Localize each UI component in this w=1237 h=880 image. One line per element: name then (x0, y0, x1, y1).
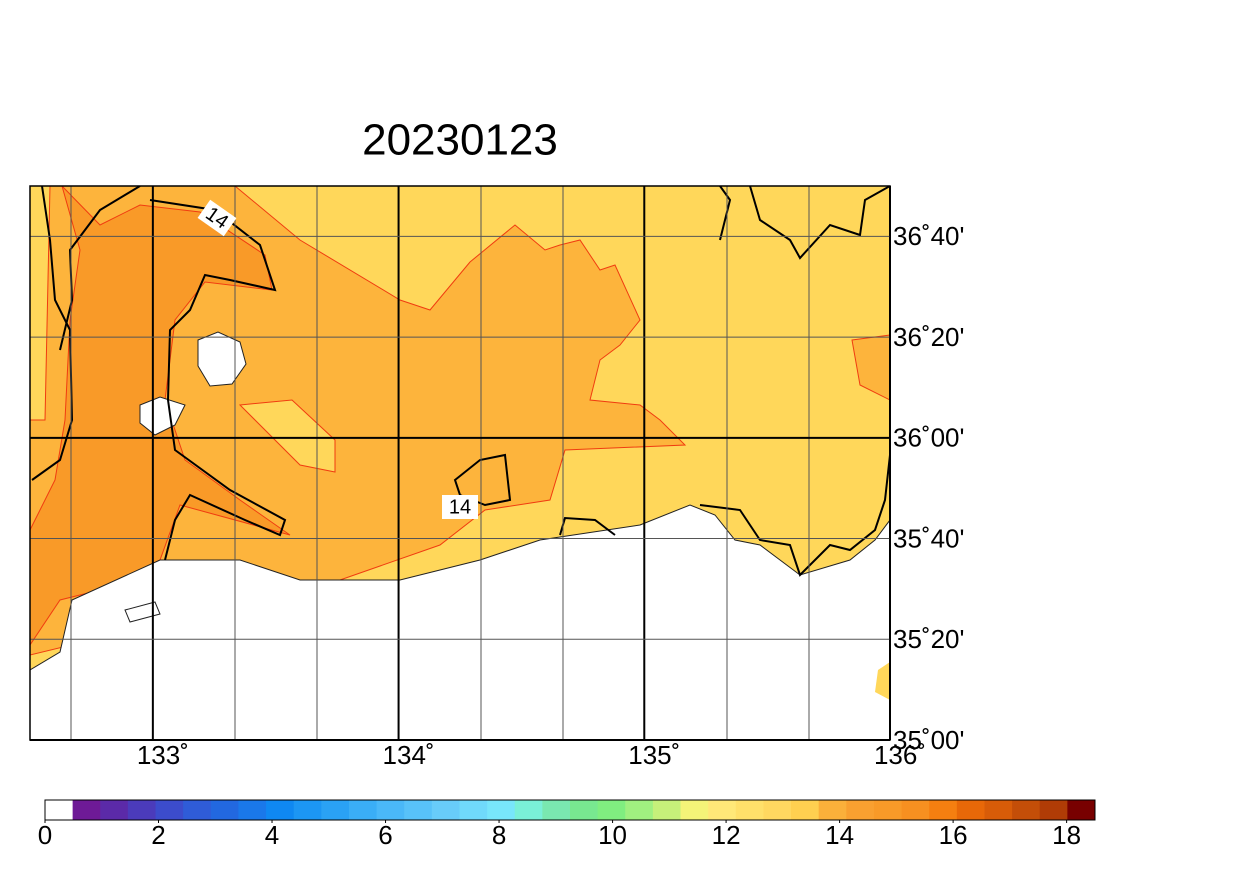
colorbar-tick-label: 0 (38, 820, 52, 850)
colorbar-tick-label: 16 (939, 820, 968, 850)
graticule (30, 186, 891, 741)
colorbar-swatch (625, 800, 654, 820)
colorbar-swatch (487, 800, 516, 820)
colorbar-swatch (956, 800, 985, 820)
lat-tick-label: 35˚40' (893, 523, 964, 553)
label-bg (197, 199, 237, 237)
colorbar-swatch (155, 800, 184, 820)
lat-tick-label: 36˚40' (893, 221, 964, 251)
colorbar-swatch (791, 800, 820, 820)
island (139, 396, 186, 436)
colorbar-swatch (763, 800, 792, 820)
map-title: 20230123 (362, 116, 558, 165)
colorbar-swatch (1012, 800, 1041, 820)
colorbar-swatch (238, 800, 267, 820)
colorbar-swatch (597, 800, 626, 820)
colorbar-tick-label: 6 (378, 820, 392, 850)
colorbar-swatch (901, 800, 930, 820)
colorbar-swatch (321, 800, 350, 820)
lat-tick-label: 35˚20' (893, 624, 964, 654)
colorbar-swatch (431, 800, 460, 820)
colorbar-swatch (404, 800, 433, 820)
colorbar-swatch (846, 800, 875, 820)
colorbar-swatch (127, 800, 157, 820)
contour-14 (31, 186, 890, 577)
colorbar-tick-label: 10 (598, 820, 627, 850)
colorbar-swatch (680, 800, 709, 820)
colorbar-tick-label: 2 (151, 820, 165, 850)
label-bg (442, 495, 478, 519)
map-fill (30, 186, 890, 740)
colorbar-swatch (708, 800, 737, 820)
contour-label: 14 (449, 496, 471, 518)
island (197, 331, 247, 387)
colorbar-swatch (293, 800, 322, 820)
colorbar-swatch (183, 800, 212, 820)
colorbar-frame (44, 799, 1096, 821)
colorbar-swatch (984, 800, 1013, 820)
colorbar-swatch (72, 800, 101, 820)
colorbar-tick-label: 8 (492, 820, 506, 850)
colorbar-swatch (514, 800, 543, 820)
colorbar-swatch (735, 800, 764, 820)
colorbar-swatch (459, 800, 488, 820)
colorbar-tick-label: 4 (265, 820, 279, 850)
lon-tick-label: 133˚ (137, 740, 189, 770)
colorbar-swatch (1067, 800, 1096, 820)
lon-tick-label: 135˚ (628, 740, 680, 770)
colorbar-swatch (929, 800, 958, 820)
colorbar-swatch (570, 800, 599, 820)
colorbar-swatch (45, 800, 74, 820)
colorbar-swatch (266, 800, 295, 820)
colorbar-tick-label: 14 (825, 820, 854, 850)
colorbar-swatch (348, 800, 378, 820)
colorbar-swatch (652, 800, 682, 820)
colorbar-swatch (210, 800, 239, 820)
map-frame (29, 185, 891, 741)
colorbar-tick-label: 18 (1052, 820, 1081, 850)
sst-patch (238, 399, 336, 473)
lat-tick-label: 36˚20' (893, 322, 964, 352)
colorbar-swatch (818, 800, 847, 820)
sst-coastal (875, 662, 890, 700)
colorbar-tick-label: 12 (712, 820, 741, 850)
colorbar-swatch (542, 800, 571, 820)
colorbar-swatch (873, 800, 903, 820)
colorbar-swatch (376, 800, 405, 820)
lon-tick-label: 134˚ (383, 740, 435, 770)
lat-tick-label: 35˚00' (893, 725, 964, 755)
lon-tick-label: 136˚ (874, 740, 926, 770)
island (124, 601, 161, 623)
land (30, 504, 890, 740)
lat-tick-label: 36˚00' (893, 423, 964, 453)
colorbar-swatch (1039, 800, 1068, 820)
colorbar-swatch (100, 800, 129, 820)
